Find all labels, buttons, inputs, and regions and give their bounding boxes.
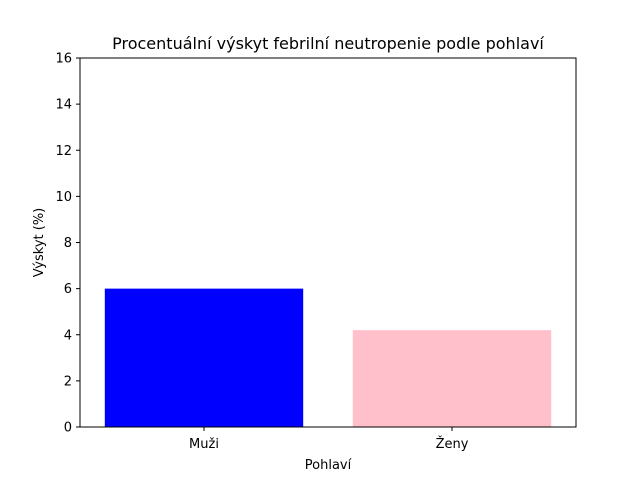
- y-tick-label: 0: [64, 421, 72, 436]
- x-axis-label: Pohlaví: [305, 458, 352, 473]
- x-tick-label: Muži: [189, 437, 219, 452]
- y-axis: 0 2 4 6 8 10 12 14 16: [55, 52, 80, 436]
- y-tick-label: 10: [55, 190, 72, 205]
- y-tick-label: 4: [64, 328, 72, 343]
- y-tick-label: 2: [64, 374, 72, 389]
- bar-0: [104, 288, 304, 427]
- chart-title: Procentuální výskyt febrilní neutropenie…: [112, 34, 544, 53]
- x-tick-label: Ženy: [436, 436, 469, 452]
- y-tick-label: 14: [55, 98, 72, 113]
- x-axis: Muži Ženy: [189, 427, 469, 452]
- y-tick-label: 16: [55, 52, 72, 67]
- y-tick-label: 12: [55, 144, 72, 159]
- bars-group: [104, 288, 552, 427]
- y-tick-label: 6: [64, 282, 72, 297]
- bar-1: [352, 330, 552, 427]
- y-axis-label: Výskyt (%): [32, 208, 47, 278]
- y-tick-label: 8: [64, 236, 72, 251]
